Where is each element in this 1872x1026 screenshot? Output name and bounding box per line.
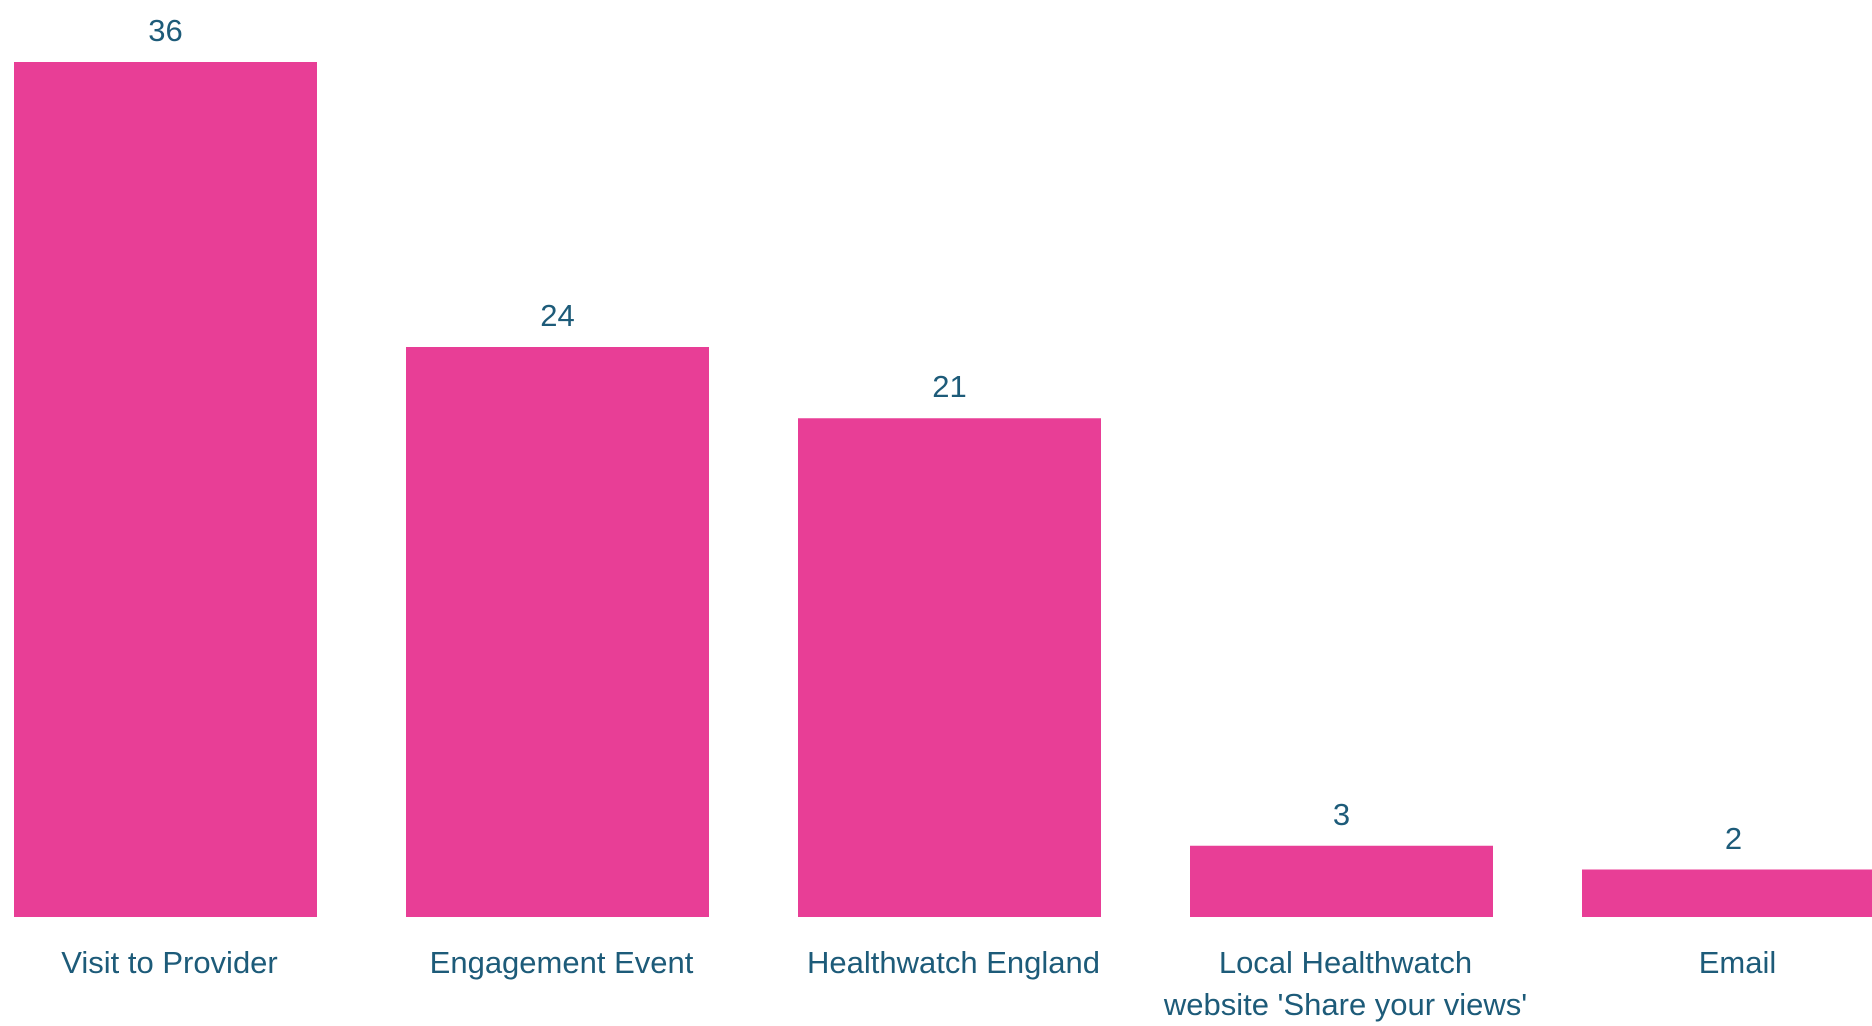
bar (14, 62, 317, 917)
bar (406, 347, 709, 917)
x-tick-label: Email (1698, 945, 1777, 980)
value-label: 2 (1724, 820, 1743, 856)
x-tick-label: Local Healthwatch website 'Share your vi… (1163, 945, 1528, 1022)
x-tick-label: Healthwatch England (807, 945, 1100, 980)
value-label: 3 (1332, 796, 1351, 832)
x-tick-label: Visit to Provider (61, 945, 278, 980)
value-label: 36 (148, 13, 183, 48)
bar (1190, 845, 1493, 917)
x-tick-label: Engagement Event (429, 945, 694, 980)
value-label: 24 (540, 298, 575, 333)
bar (798, 418, 1101, 917)
bar (1582, 869, 1872, 917)
value-label: 21 (932, 369, 967, 405)
